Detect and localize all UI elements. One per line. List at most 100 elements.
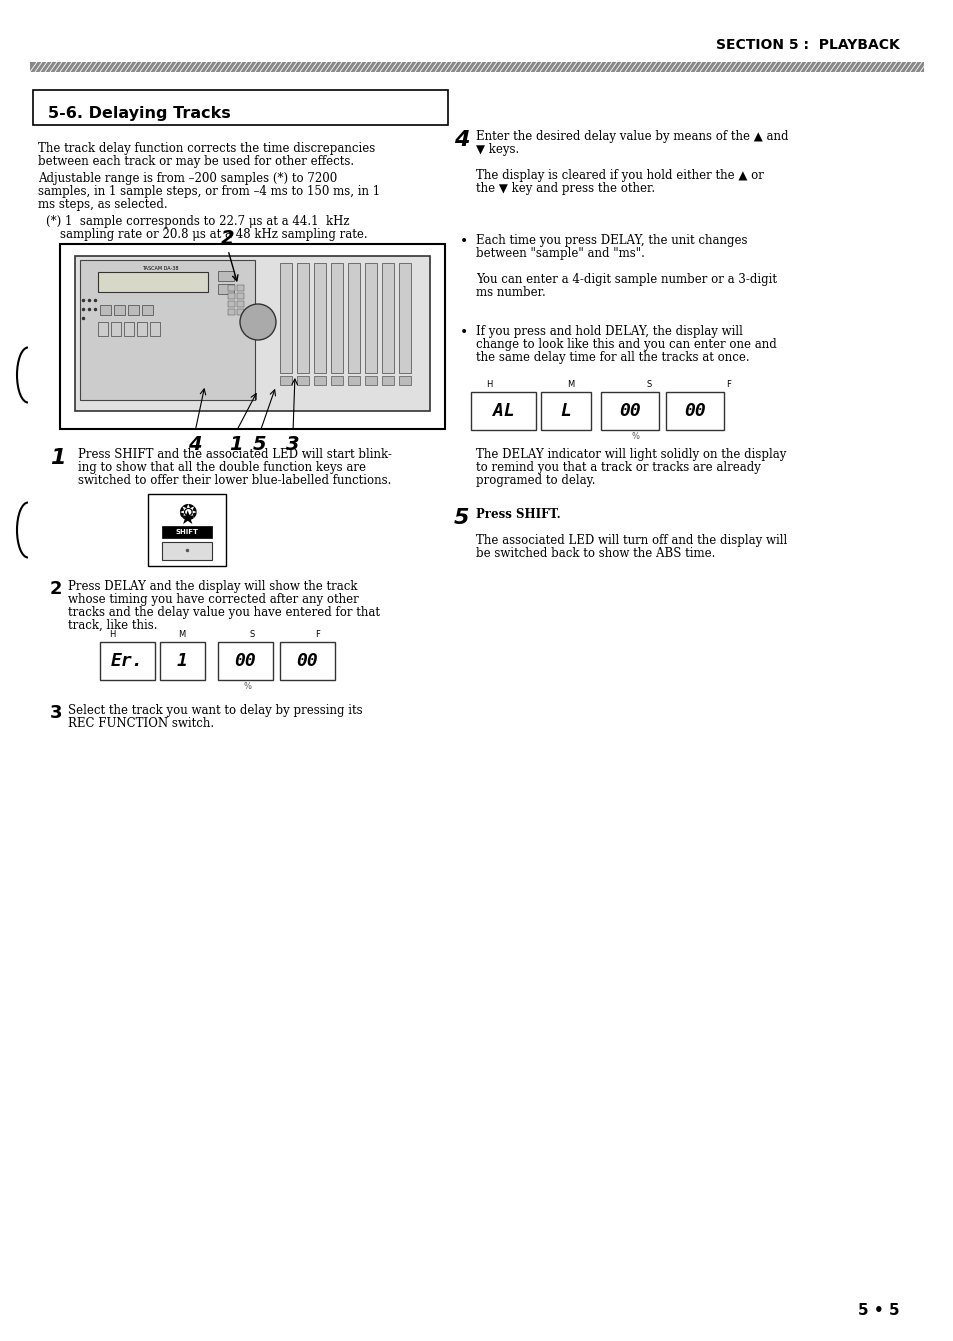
FancyBboxPatch shape	[314, 263, 326, 373]
Text: change to look like this and you can enter one and: change to look like this and you can ent…	[476, 338, 776, 351]
Text: %: %	[244, 683, 252, 691]
Text: REC FUNCTION switch.: REC FUNCTION switch.	[68, 717, 213, 730]
Text: (*) 1  sample corresponds to 22.7 μs at a 44.1  kHz: (*) 1 sample corresponds to 22.7 μs at a…	[46, 215, 349, 228]
FancyBboxPatch shape	[218, 642, 273, 680]
FancyBboxPatch shape	[80, 260, 254, 400]
Text: 1: 1	[229, 434, 243, 455]
FancyBboxPatch shape	[30, 62, 923, 72]
Text: whose timing you have corrected after any other: whose timing you have corrected after an…	[68, 593, 358, 606]
FancyBboxPatch shape	[540, 392, 590, 430]
Text: 1: 1	[50, 448, 66, 468]
FancyBboxPatch shape	[600, 392, 659, 430]
Text: Adjustable range is from –200 samples (*) to 7200: Adjustable range is from –200 samples (*…	[38, 172, 337, 185]
Text: Press SHIFT.: Press SHIFT.	[476, 508, 560, 522]
Text: H: H	[485, 380, 492, 389]
Text: ▼ keys.: ▼ keys.	[476, 143, 518, 156]
FancyBboxPatch shape	[111, 322, 121, 337]
Text: 2: 2	[50, 581, 63, 598]
FancyBboxPatch shape	[128, 304, 139, 315]
Text: M: M	[178, 630, 186, 640]
Text: track, like this.: track, like this.	[68, 620, 157, 632]
Text: 1: 1	[177, 652, 188, 670]
FancyBboxPatch shape	[381, 375, 394, 385]
Text: programed to delay.: programed to delay.	[476, 473, 595, 487]
Text: S: S	[646, 380, 651, 389]
FancyBboxPatch shape	[137, 322, 147, 337]
FancyBboxPatch shape	[124, 322, 133, 337]
FancyBboxPatch shape	[236, 286, 244, 291]
FancyBboxPatch shape	[280, 263, 292, 373]
FancyBboxPatch shape	[98, 272, 208, 292]
Text: ❂: ❂	[177, 504, 196, 524]
FancyBboxPatch shape	[236, 300, 244, 307]
FancyBboxPatch shape	[162, 542, 212, 561]
Text: Press DELAY and the display will show the track: Press DELAY and the display will show th…	[68, 581, 357, 593]
FancyBboxPatch shape	[236, 292, 244, 299]
Text: between each track or may be used for other effects.: between each track or may be used for ot…	[38, 156, 354, 168]
Text: H: H	[109, 630, 115, 640]
Text: %: %	[631, 432, 639, 441]
FancyBboxPatch shape	[33, 90, 448, 125]
FancyBboxPatch shape	[100, 642, 154, 680]
Text: Select the track you want to delay by pressing its: Select the track you want to delay by pr…	[68, 704, 362, 717]
Text: 00: 00	[683, 402, 705, 420]
Text: M: M	[567, 380, 574, 389]
FancyBboxPatch shape	[228, 308, 234, 315]
Text: samples, in 1 sample steps, or from –4 ms to 150 ms, in 1: samples, in 1 sample steps, or from –4 m…	[38, 185, 379, 198]
FancyBboxPatch shape	[218, 271, 233, 282]
Text: L: L	[560, 402, 571, 420]
Text: 00: 00	[296, 652, 318, 670]
FancyBboxPatch shape	[98, 322, 108, 337]
Text: The track delay function corrects the time discrepancies: The track delay function corrects the ti…	[38, 142, 375, 156]
FancyBboxPatch shape	[365, 375, 376, 385]
Text: The associated LED will turn off and the display will: The associated LED will turn off and the…	[476, 534, 786, 547]
FancyBboxPatch shape	[331, 263, 343, 373]
Text: 3: 3	[286, 434, 299, 455]
Text: S: S	[249, 630, 254, 640]
FancyBboxPatch shape	[160, 642, 205, 680]
Text: F: F	[315, 630, 320, 640]
FancyBboxPatch shape	[314, 375, 326, 385]
FancyBboxPatch shape	[348, 375, 359, 385]
Text: 4: 4	[454, 130, 469, 150]
Text: ms steps, as selected.: ms steps, as selected.	[38, 198, 168, 211]
FancyBboxPatch shape	[665, 392, 723, 430]
Text: Each time you press DELAY, the unit changes: Each time you press DELAY, the unit chan…	[476, 233, 747, 247]
FancyBboxPatch shape	[471, 392, 536, 430]
FancyBboxPatch shape	[280, 642, 335, 680]
Text: F: F	[726, 380, 731, 389]
Text: SECTION 5 :  PLAYBACK: SECTION 5 : PLAYBACK	[716, 38, 899, 52]
Text: ★: ★	[178, 510, 195, 528]
Text: Press SHIFT and the associated LED will start blink-: Press SHIFT and the associated LED will …	[78, 448, 392, 461]
FancyBboxPatch shape	[331, 375, 343, 385]
Text: be switched back to show the ABS time.: be switched back to show the ABS time.	[476, 547, 715, 561]
Text: 2: 2	[221, 229, 234, 248]
FancyBboxPatch shape	[162, 526, 212, 538]
FancyBboxPatch shape	[365, 263, 376, 373]
FancyBboxPatch shape	[296, 263, 309, 373]
FancyBboxPatch shape	[228, 286, 234, 291]
Text: 5 • 5: 5 • 5	[858, 1303, 899, 1318]
Text: 5: 5	[253, 434, 267, 455]
Text: switched to offer their lower blue-labelled functions.: switched to offer their lower blue-label…	[78, 473, 391, 487]
Text: 5-6. Delaying Tracks: 5-6. Delaying Tracks	[48, 106, 231, 121]
Text: tracks and the delay value you have entered for that: tracks and the delay value you have ente…	[68, 606, 379, 620]
FancyBboxPatch shape	[381, 263, 394, 373]
FancyBboxPatch shape	[100, 304, 111, 315]
Text: the ▼ key and press the other.: the ▼ key and press the other.	[476, 182, 655, 194]
FancyBboxPatch shape	[348, 263, 359, 373]
FancyBboxPatch shape	[236, 308, 244, 315]
FancyBboxPatch shape	[150, 322, 160, 337]
FancyBboxPatch shape	[142, 304, 152, 315]
FancyBboxPatch shape	[296, 375, 309, 385]
Text: If you press and hold DELAY, the display will: If you press and hold DELAY, the display…	[476, 325, 742, 338]
Text: The display is cleared if you hold either the ▲ or: The display is cleared if you hold eithe…	[476, 169, 763, 182]
FancyBboxPatch shape	[280, 375, 292, 385]
Text: Er.: Er.	[112, 652, 144, 670]
Text: AL: AL	[492, 402, 514, 420]
Text: You can enter a 4-digit sample number or a 3-digit: You can enter a 4-digit sample number or…	[476, 274, 776, 286]
Text: •: •	[459, 325, 468, 339]
FancyBboxPatch shape	[228, 292, 234, 299]
FancyBboxPatch shape	[113, 304, 125, 315]
Text: TASCAM DA-38: TASCAM DA-38	[142, 266, 178, 271]
